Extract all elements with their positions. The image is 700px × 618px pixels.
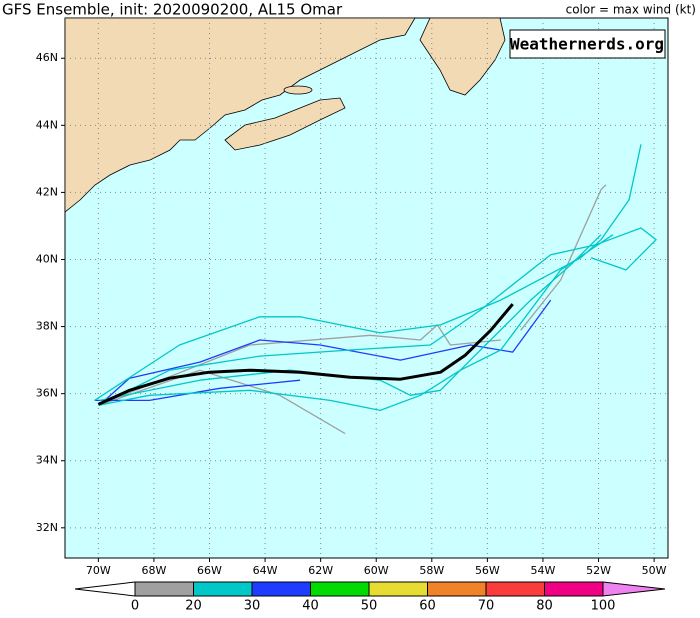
colorbar-segment — [310, 581, 370, 597]
colorbar-label: 40 — [302, 599, 319, 614]
colorbar-segment — [134, 581, 194, 597]
colorbar-label: 30 — [244, 599, 261, 614]
x-tick-label: 58W — [419, 564, 444, 577]
ensemble-track — [94, 144, 642, 401]
y-tick-label: 34N — [36, 454, 58, 467]
colorbar-label: 50 — [361, 599, 378, 614]
y-tick-label: 32N — [36, 521, 58, 534]
credit: Weathernerds.org — [510, 35, 664, 54]
colorbar-under — [74, 581, 136, 597]
x-tick-label: 62W — [308, 564, 333, 577]
y-tick-label: 44N — [36, 118, 58, 131]
colorbar-segment — [193, 581, 253, 597]
colorbar-over — [602, 581, 666, 597]
pei — [283, 85, 313, 95]
x-tick-label: 54W — [531, 564, 556, 577]
colorbar-label: 0 — [131, 599, 139, 614]
colorbar-segment — [368, 581, 428, 597]
x-tick-label: 60W — [364, 564, 389, 577]
ensemble-track — [520, 184, 607, 331]
y-tick-label: 38N — [36, 320, 58, 333]
x-tick-label: 68W — [141, 564, 166, 577]
y-tick-label: 40N — [36, 252, 58, 265]
colorbar-segment — [427, 581, 487, 597]
colorbar-segment — [485, 581, 545, 597]
title: GFS Ensemble, init: 2020090200, AL15 Oma… — [2, 1, 343, 19]
y-tick-label: 46N — [36, 51, 58, 64]
y-tick-label: 42N — [36, 185, 58, 198]
ensemble-track — [99, 227, 657, 406]
ensemble-track — [99, 369, 346, 435]
colorbar-label: 70 — [478, 599, 495, 614]
ensemble-track — [109, 324, 501, 402]
x-tick-label: 64W — [253, 564, 278, 577]
colorbar-label: 80 — [536, 599, 553, 614]
credit-box — [509, 29, 666, 59]
y-tick-label: 36N — [36, 387, 58, 400]
colorbar-segment — [544, 581, 604, 597]
land — [64, 17, 506, 213]
ensemble-track — [99, 299, 552, 406]
subtitle: color = max wind (kt) — [566, 3, 696, 17]
ensemble-track — [99, 234, 602, 402]
x-tick-label: 50W — [642, 564, 667, 577]
colorbar-label: 100 — [591, 599, 616, 614]
x-tick-label: 70W — [86, 564, 111, 577]
newfoundland — [419, 17, 506, 96]
colorbar-segment — [251, 581, 311, 597]
x-tick-label: 56W — [475, 564, 500, 577]
ensemble-track — [99, 234, 614, 412]
x-tick-label: 52W — [586, 564, 611, 577]
mainland — [64, 17, 416, 213]
x-tick-label: 66W — [197, 564, 222, 577]
colorbar-label: 60 — [419, 599, 436, 614]
colorbar-label: 20 — [185, 599, 202, 614]
mean-track — [97, 303, 514, 406]
nova-scotia — [224, 97, 346, 151]
